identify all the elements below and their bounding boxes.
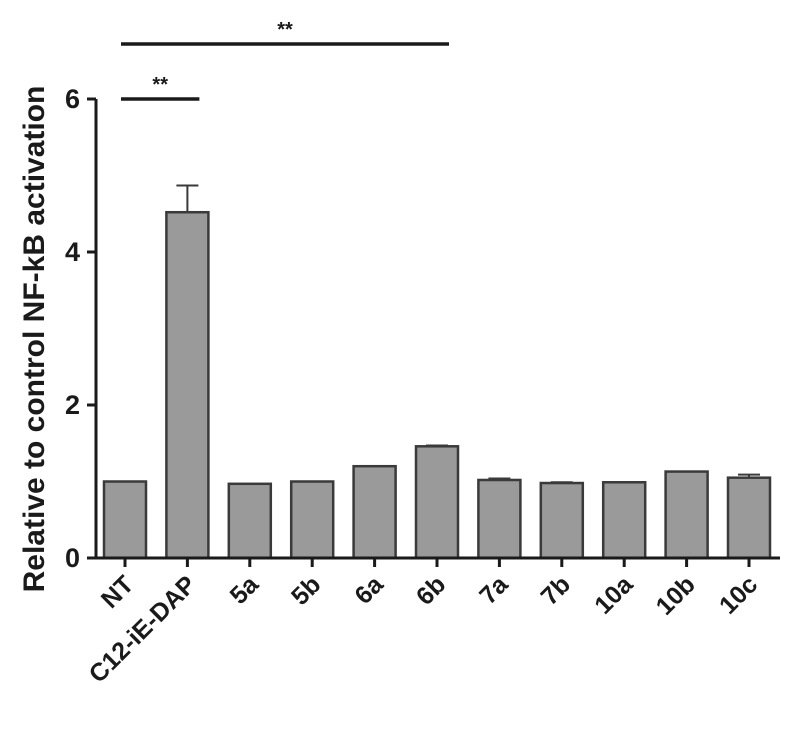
bar [165,210,210,560]
bar [664,470,709,560]
x-tick-label: 10a [589,570,639,620]
significance-brackets: ** ** [121,19,449,101]
x-tick-label: 5a [225,570,265,610]
bars [102,184,772,560]
y-tick-label: 4 [65,237,80,267]
x-tick-label: 7b [536,570,576,610]
y-tick-label: 2 [65,390,80,420]
significance-label: ** [152,74,168,96]
y-axis: 0 2 4 6 [65,84,98,573]
x-tick-label: 10b [651,570,701,620]
bar [477,478,522,560]
y-axis-label: Relative to control NF-kB activation [18,86,51,593]
x-tick-label: 5b [286,570,326,610]
bar [414,445,460,560]
x-tick-label: 7a [474,570,514,610]
bar [726,476,772,560]
bar [289,480,335,560]
bar [352,464,397,560]
y-tick-label: 6 [65,84,80,114]
x-tick-label: 10c [714,570,763,619]
bar [601,481,647,560]
bar [227,482,273,560]
x-tick-label: 6b [411,570,451,610]
bar [539,481,585,560]
bar [102,480,148,560]
x-tick-label: NT [96,570,139,613]
significance-label: ** [277,19,293,41]
x-tick-label: 6a [349,570,389,610]
y-tick-label: 0 [65,543,80,573]
